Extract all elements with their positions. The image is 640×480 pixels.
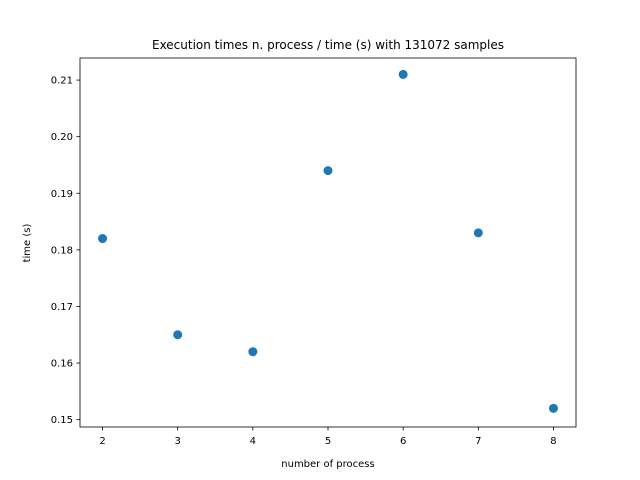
x-tick-label-2: 4 bbox=[250, 436, 256, 447]
y-tick-label-2: 0.17 bbox=[51, 302, 73, 313]
x-tick-label-5: 7 bbox=[475, 436, 481, 447]
data-point-2 bbox=[248, 347, 258, 357]
x-tick-label-4: 6 bbox=[400, 436, 406, 447]
x-tick-label-6: 8 bbox=[550, 436, 556, 447]
plot-frame bbox=[79, 57, 577, 428]
chart-title: Execution times n. process / time (s) wi… bbox=[152, 38, 504, 52]
data-point-1 bbox=[173, 330, 183, 340]
y-tick-label-4: 0.19 bbox=[51, 189, 73, 200]
data-point-3 bbox=[323, 166, 333, 176]
y-tick-label-1: 0.16 bbox=[51, 359, 73, 370]
y-axis-label: time (s) bbox=[22, 224, 33, 263]
y-tick-label-6: 0.21 bbox=[51, 76, 73, 87]
x-axis-label: number of process bbox=[281, 459, 374, 470]
data-point-5 bbox=[473, 228, 483, 238]
x-tick-label-1: 3 bbox=[175, 436, 181, 447]
data-point-4 bbox=[398, 69, 408, 79]
x-tick-label-0: 2 bbox=[99, 436, 105, 447]
y-tick-label-5: 0.20 bbox=[51, 132, 73, 143]
data-point-6 bbox=[548, 403, 558, 413]
x-tick-label-3: 5 bbox=[325, 436, 331, 447]
y-tick-label-3: 0.18 bbox=[51, 245, 73, 256]
y-tick-label-0: 0.15 bbox=[51, 415, 73, 426]
plot-area: 2 3 4 5 6 7 8 0.15 0.16 0.17 0.18 0.19 0.20 0.21 bbox=[51, 57, 577, 447]
data-point-0 bbox=[98, 234, 108, 244]
